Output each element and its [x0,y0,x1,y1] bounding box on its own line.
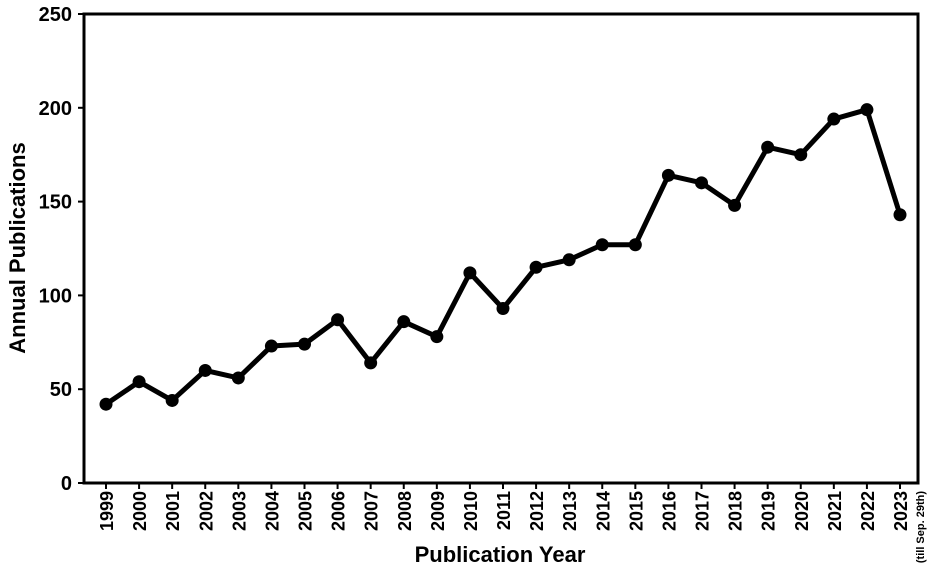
x-axis-title: Publication Year [415,542,586,567]
y-tick-labels: 0 50 100 150 200 250 [39,4,72,495]
y-tick-label: 200 [39,98,72,120]
data-point-2008 [397,315,411,329]
data-point-2005 [298,337,311,351]
x-tick-label: 2014 [593,491,613,531]
x-tick-label: 2004 [262,491,282,531]
x-tick-note: (till Sep. 29th) [915,491,927,563]
y-tick-label: 150 [39,192,72,214]
data-point-2006 [331,313,345,327]
x-tick-label: 2003 [229,491,249,531]
x-tick-label: 2009 [428,491,448,531]
data-point-2001 [165,393,179,407]
y-axis-title: Annual Publications [5,142,30,353]
y-axis-ticks [78,13,84,484]
x-tick-label: 2020 [792,491,812,531]
x-tick-label: 2023 [891,491,911,531]
x-tick-label: 2019 [759,491,779,531]
x-tick-label: 1999 [97,491,117,531]
x-tick-label: 2016 [659,491,679,531]
data-point-2020 [794,148,808,162]
data-point-2007 [364,356,378,370]
x-tick-label: 2018 [726,491,746,531]
y-tick-label: 50 [50,379,72,401]
data-point-2011 [496,302,510,316]
x-tick-label: 2017 [693,491,713,531]
x-tick-label: 2022 [858,491,878,531]
x-tick-label: 2010 [461,491,481,531]
data-point-2002 [198,363,212,377]
data-point-2004 [264,339,278,353]
data-point-2015 [628,238,642,252]
y-tick-label: 100 [39,285,72,307]
data-point-2009 [430,330,444,344]
series-path [103,107,903,407]
data-point-2012 [529,260,543,274]
plot-frame [82,12,920,485]
data-point-2013 [562,253,576,267]
data-point-2021 [827,112,841,126]
x-tick-label: 2002 [196,491,216,531]
x-tick-label: 2021 [825,491,845,531]
data-point-2014 [595,238,609,252]
x-tick-label: 2015 [626,491,646,531]
x-tick-label: 2005 [296,491,316,531]
data-point-2017 [695,176,708,190]
x-tick-label: 2007 [362,491,382,531]
data-point-2019 [761,140,775,154]
data-point-2003 [231,371,245,385]
x-tick-labels: 1999 2000 2001 2002 2003 2004 2005 2006 2007 2008… [97,491,927,563]
x-tick-label: 2008 [395,491,415,531]
x-tick-label: 2012 [527,491,547,531]
data-point-2016 [661,168,675,182]
data-point-2018 [728,198,742,212]
x-tick-label: 2013 [560,491,580,531]
data-point-1999 [99,397,113,411]
x-axis-ticks [105,483,901,489]
x-tick-label: 2001 [163,491,183,531]
data-point-2023 [893,208,907,222]
y-tick-label: 250 [39,4,72,26]
data-point-2010 [463,266,477,280]
data-point-2022 [860,103,874,117]
x-tick-label: 2000 [130,491,150,531]
y-tick-label: 0 [61,473,72,495]
x-tick-label: 2006 [329,491,349,531]
series-line [99,103,907,411]
x-tick-label: 2011 [494,491,514,530]
data-point-2000 [132,375,146,389]
